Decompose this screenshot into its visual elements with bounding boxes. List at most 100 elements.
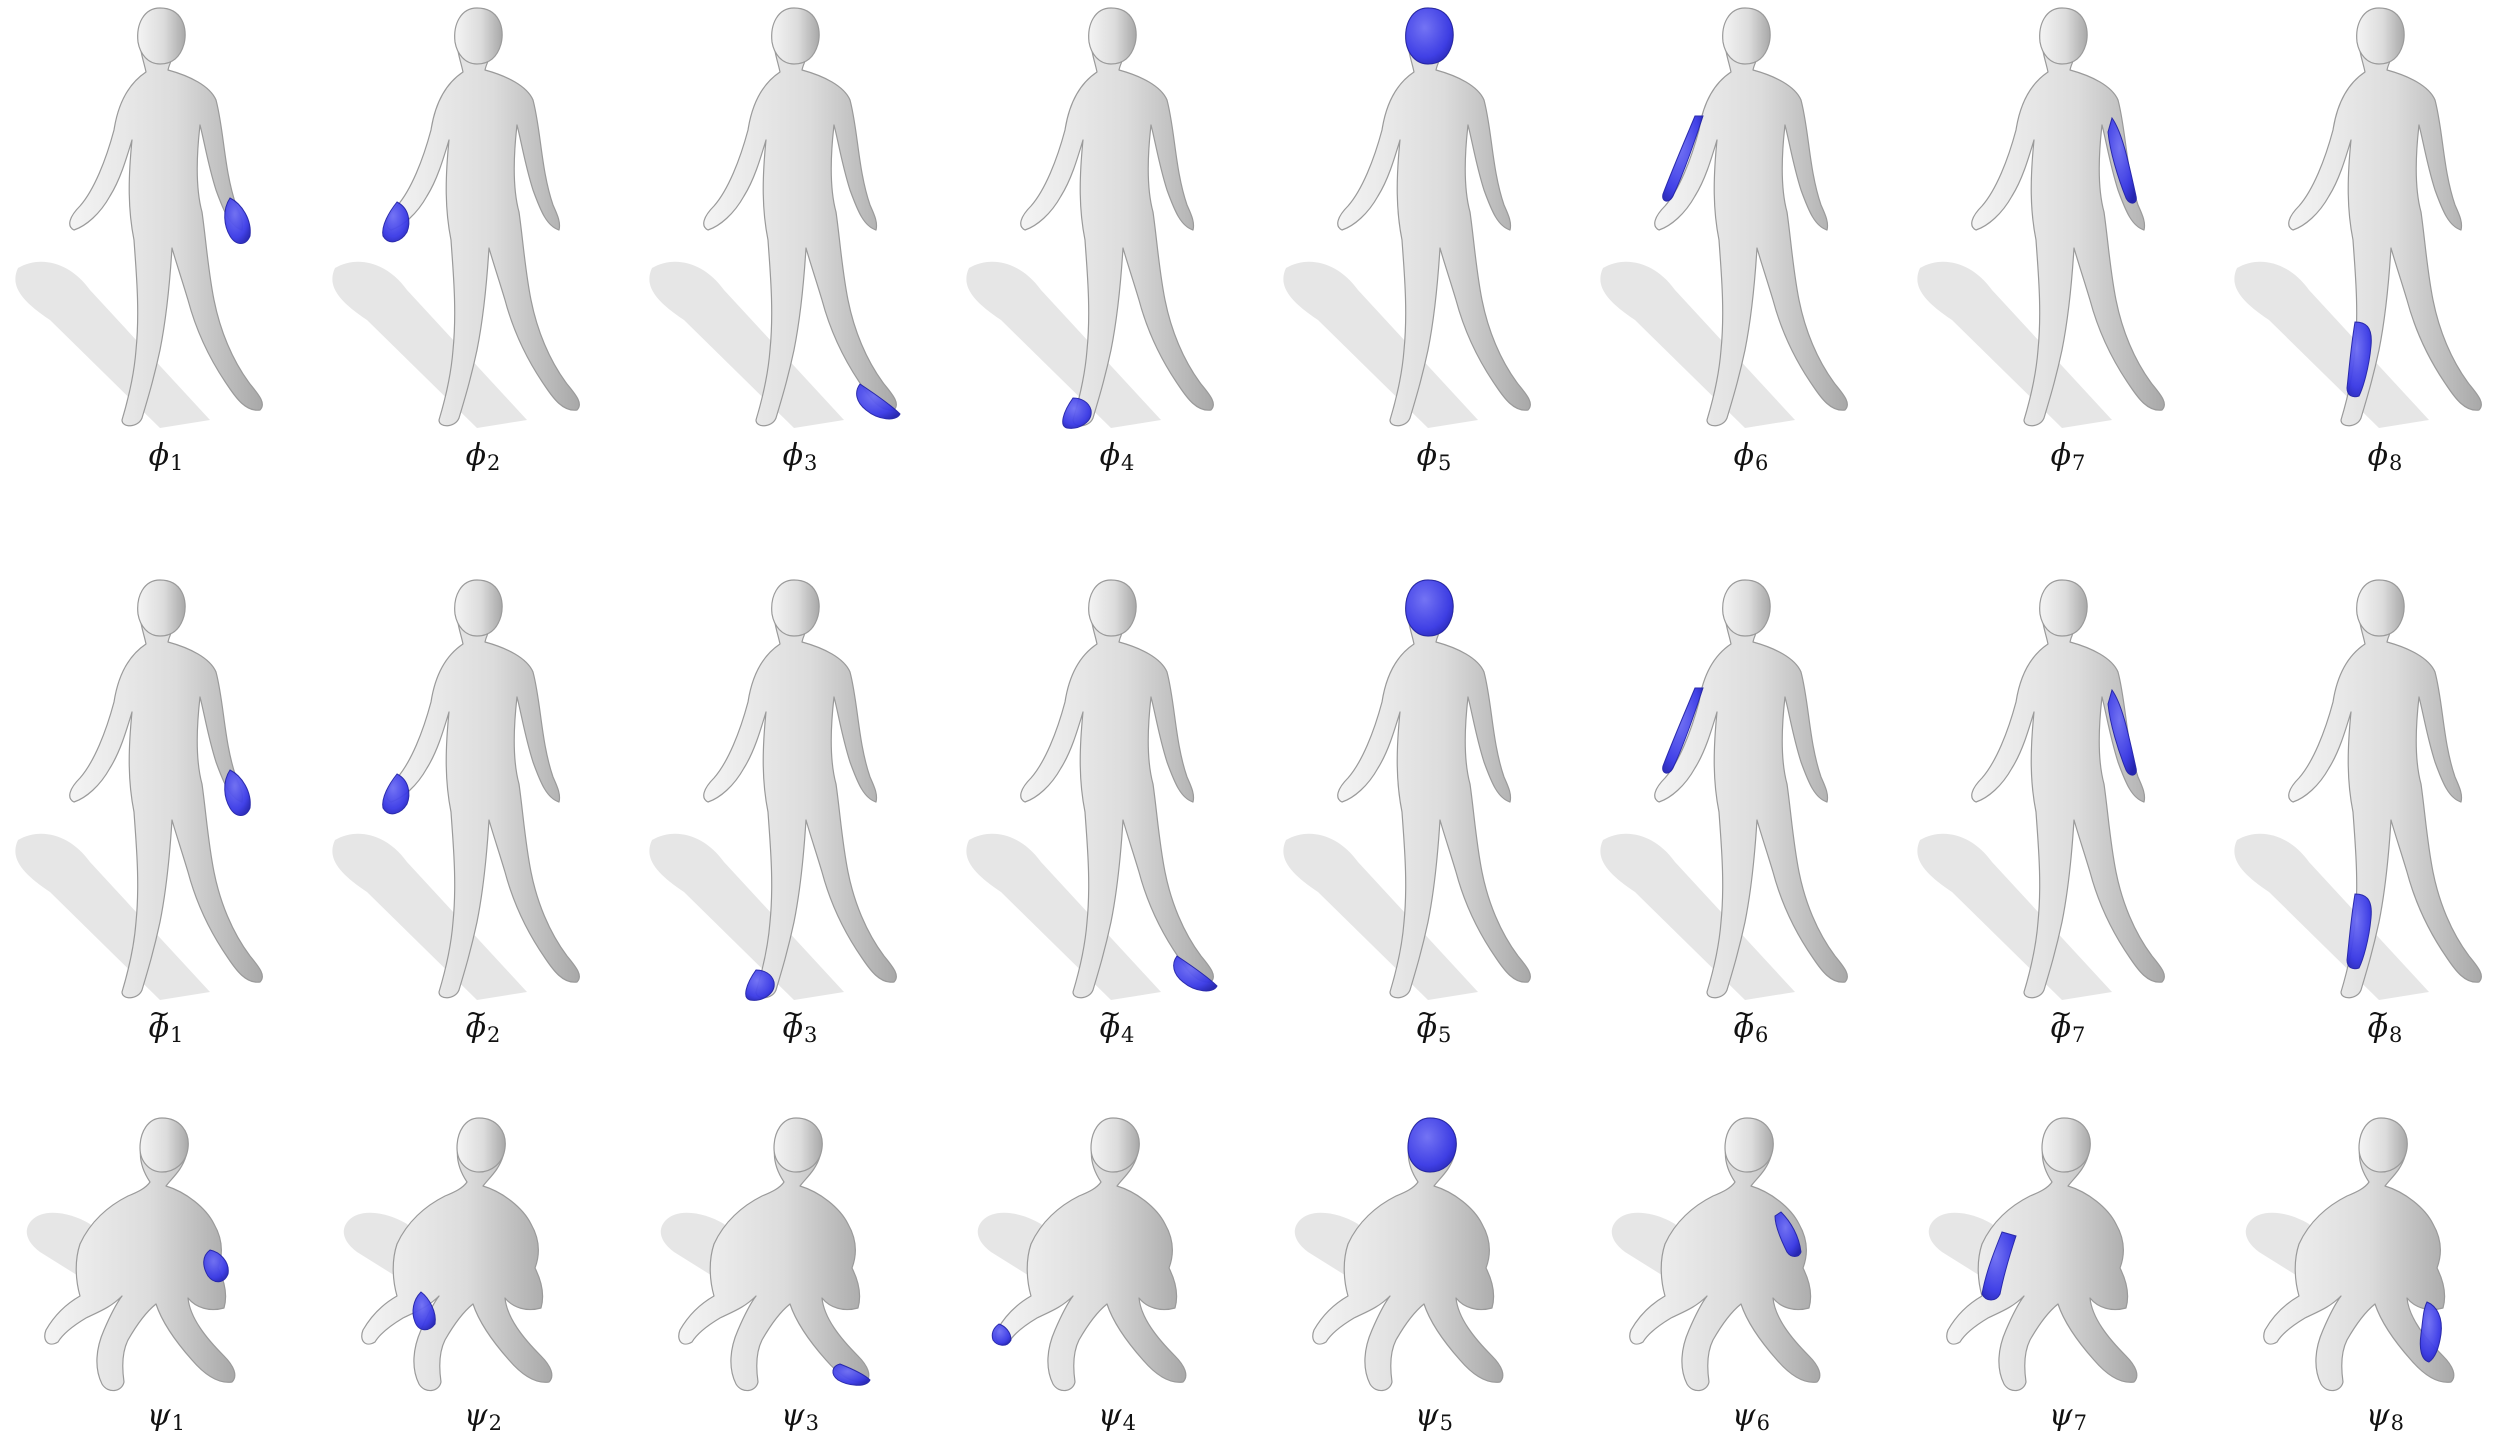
body-mesh <box>1600 7 1848 428</box>
body-mesh <box>649 579 897 1000</box>
body-mesh <box>2234 579 2482 1000</box>
caption-symbol: ψ <box>1415 1398 1439 1433</box>
caption-symbol: ϕ ~ <box>1100 999 1122 1046</box>
body-silhouette <box>361 1124 553 1392</box>
highlight-right-hand <box>412 1291 436 1331</box>
body-silhouette <box>995 1124 1187 1392</box>
body-shadow <box>966 833 1161 1000</box>
body-silhouette <box>1312 1124 1504 1392</box>
body-shadow <box>332 833 527 1000</box>
body-render <box>977 1117 1187 1392</box>
body-mesh <box>1283 7 1531 428</box>
caption-index: 6 <box>1756 1411 1770 1435</box>
body-mesh <box>966 579 1214 1000</box>
highlight-right-shin <box>2346 321 2372 398</box>
body-render <box>1611 1117 1821 1392</box>
figure-panel: ψ6 <box>1595 1112 1907 1438</box>
caption-index: 5 <box>1438 451 1452 475</box>
figure-panel: ψ1 <box>10 1112 322 1438</box>
body-render <box>649 579 897 1001</box>
body-render <box>1283 7 1531 428</box>
body-head <box>2039 579 2088 637</box>
body-head <box>1722 579 1771 637</box>
body-mesh <box>15 579 263 1000</box>
caption-index: 5 <box>1438 1023 1452 1047</box>
highlight-right-hand <box>382 201 410 243</box>
panel-caption: ψ1 <box>10 1398 322 1441</box>
body-mesh <box>2234 7 2482 428</box>
body-shadow <box>1917 833 2112 1000</box>
panel-caption: ϕ6 <box>1595 438 1907 481</box>
body-render <box>2245 1117 2455 1392</box>
body-shadow <box>966 261 1161 428</box>
caption-index: 8 <box>2389 451 2403 475</box>
body-shadow <box>649 261 844 428</box>
figure-panel: ϕ ~2 <box>327 572 639 1050</box>
highlight-left-forearm <box>2107 688 2137 776</box>
panel-caption: ψ4 <box>961 1398 1273 1441</box>
caption-index: 8 <box>2389 1023 2403 1047</box>
caption-symbol: ψ <box>1732 1398 1756 1433</box>
panel-caption: ϕ ~3 <box>644 999 956 1053</box>
caption-symbol: ψ <box>1098 1398 1122 1433</box>
caption-tilde: ~ <box>465 999 488 1029</box>
body-render <box>343 1117 553 1392</box>
highlight-left-hand <box>203 1249 229 1283</box>
panel-caption: ψ3 <box>644 1398 956 1441</box>
panel-caption: ψ6 <box>1595 1398 1907 1441</box>
body-render <box>966 7 1214 429</box>
figure-panel: ϕ8 <box>2229 0 2498 478</box>
body-silhouette <box>703 13 897 427</box>
highlight-right-forearm <box>1662 687 1704 774</box>
body-mesh <box>2245 1117 2455 1392</box>
body-mesh <box>977 1117 1187 1392</box>
panel-caption: ψ2 <box>327 1398 639 1441</box>
body-mesh <box>649 7 897 428</box>
body-silhouette <box>1020 13 1214 427</box>
figure-panel: ϕ6 <box>1595 0 1907 478</box>
body-silhouette <box>2288 585 2482 999</box>
caption-symbol: ϕ <box>1416 438 1438 473</box>
caption-index: 1 <box>170 1023 184 1047</box>
body-shadow <box>1600 833 1795 1000</box>
figure-panel: ϕ1 <box>10 0 322 478</box>
body-render <box>15 579 263 1000</box>
body-silhouette <box>2288 13 2482 427</box>
highlight-left-hand <box>224 769 251 816</box>
highlight-right-hand <box>382 773 410 815</box>
highlight-left-forearm <box>1774 1211 1802 1257</box>
body-head <box>137 7 186 65</box>
caption-tilde: ~ <box>2367 999 2390 1029</box>
panel-caption: ϕ8 <box>2229 438 2498 481</box>
caption-index: 1 <box>171 1411 185 1435</box>
figure-panel: ϕ ~7 <box>1912 572 2224 1050</box>
body-silhouette <box>1971 13 2165 427</box>
body-head <box>2358 1117 2408 1173</box>
body-silhouette <box>1971 585 2165 999</box>
caption-tilde: ~ <box>1733 999 1756 1029</box>
caption-index: 3 <box>804 451 818 475</box>
caption-symbol: ϕ <box>782 438 804 473</box>
body-mesh <box>1917 7 2165 428</box>
figure-panel: ϕ3 <box>644 0 956 478</box>
body-silhouette <box>1629 1124 1821 1392</box>
caption-symbol: ψ <box>147 1398 171 1433</box>
highlight-head <box>1407 1117 1457 1173</box>
body-mesh <box>332 579 580 1000</box>
caption-symbol: ψ <box>2366 1398 2390 1433</box>
body-head <box>2356 579 2405 637</box>
body-head <box>1088 7 1137 65</box>
highlight-head <box>1405 579 1454 637</box>
body-render <box>1917 579 2165 1000</box>
body-render <box>1600 579 1848 1000</box>
caption-index: 7 <box>2072 451 2086 475</box>
body-shadow <box>2234 833 2429 1000</box>
caption-index: 5 <box>1439 1411 1453 1435</box>
figure-panel: ψ3 <box>644 1112 956 1438</box>
body-mesh <box>660 1117 870 1392</box>
highlight-left-shin <box>2419 1301 2442 1363</box>
caption-tilde: ~ <box>2050 999 2073 1029</box>
body-render <box>1600 7 1848 428</box>
caption-index: 3 <box>804 1023 818 1047</box>
body-head <box>773 1117 823 1173</box>
